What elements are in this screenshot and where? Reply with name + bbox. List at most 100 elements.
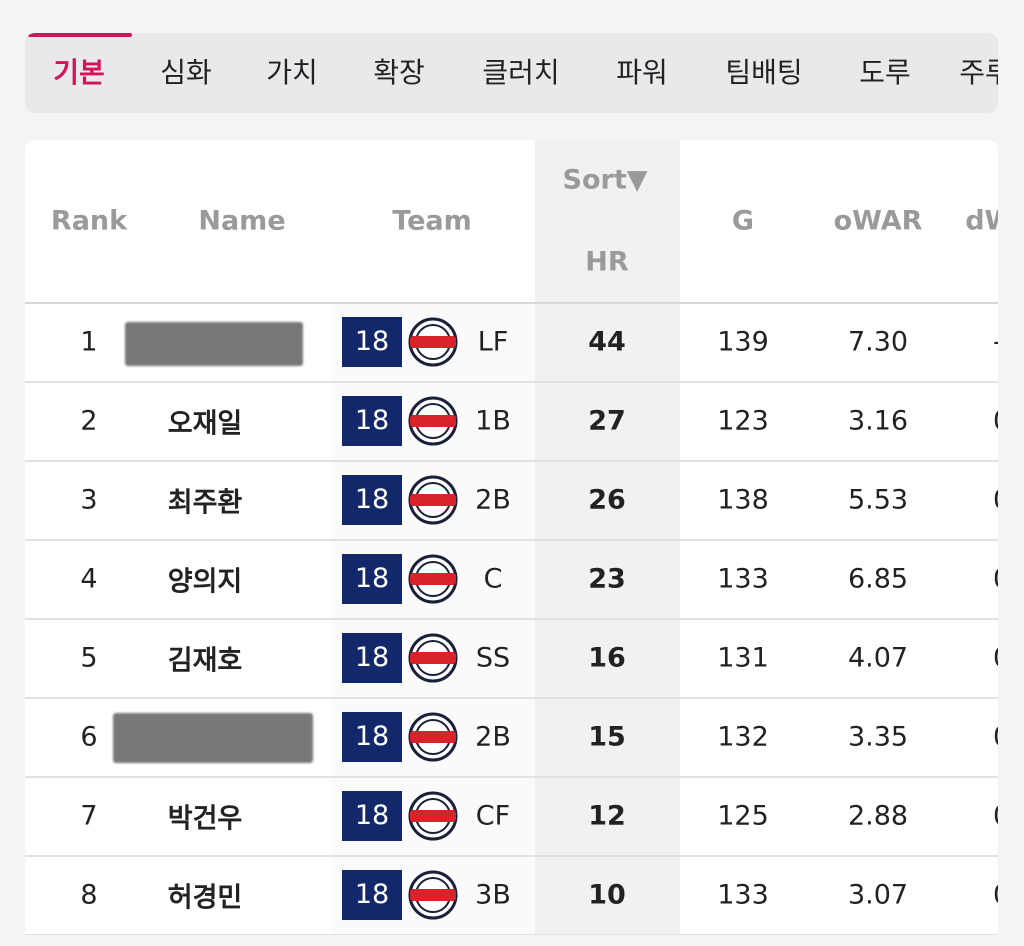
row-separator [25, 934, 998, 935]
table-row[interactable]: 8 허경민 18 3B 10 133 3.07 0 [25, 856, 998, 935]
games: 139 [717, 326, 769, 358]
header-rank: Rank [50, 205, 128, 237]
games: 123 [717, 405, 769, 437]
tab[interactable]: 기본 [53, 56, 105, 89]
owar: 6.85 [847, 563, 909, 595]
row-separator [25, 776, 998, 778]
row-separator [25, 381, 998, 383]
team-badge: 18 [342, 712, 402, 762]
position: 1B [475, 405, 511, 437]
owar: 2.88 [847, 800, 909, 832]
table-row[interactable]: 2 오재일 18 1B 27 123 3.16 0 [25, 382, 998, 461]
rank: 4 [80, 563, 98, 595]
player-name: 허경민 [167, 882, 243, 914]
redacted-name [113, 713, 313, 763]
home-runs: 15 [588, 721, 626, 753]
games: 125 [717, 800, 769, 832]
dwar: 0 [993, 880, 998, 911]
position: 2B [475, 721, 511, 753]
dwar: 0 [993, 801, 998, 832]
table-row[interactable]: 6 18 2B 15 132 3.35 0 [25, 698, 998, 777]
home-runs: 27 [588, 405, 626, 437]
tab[interactable]: 팀배팅 [725, 56, 803, 89]
team-badge: 18 [342, 870, 402, 920]
home-runs: 10 [588, 879, 626, 911]
games: 138 [717, 484, 769, 516]
table-row[interactable]: 5 김재호 18 SS 16 131 4.07 0 [25, 619, 998, 698]
team-badge: 18 [342, 475, 402, 525]
row-separator [25, 855, 998, 857]
owar: 3.16 [847, 405, 909, 437]
owar: 3.07 [847, 879, 909, 911]
table-row[interactable]: 7 박건우 18 CF 12 125 2.88 0 [25, 777, 998, 856]
owar: 7.30 [847, 326, 909, 358]
tab[interactable]: 확장 [373, 56, 425, 89]
dwar: 0 [993, 643, 998, 674]
rank: 6 [80, 721, 98, 753]
dwar: 0 [993, 485, 998, 516]
header-hr: HR [585, 246, 629, 278]
row-separator [25, 460, 998, 462]
player-name: 최주환 [167, 487, 243, 519]
table-row[interactable]: 4 양의지 18 C 23 133 6.85 0 [25, 540, 998, 619]
rank: 8 [80, 879, 98, 911]
tab[interactable]: 심화 [160, 56, 212, 89]
rank: 2 [80, 405, 98, 437]
header-sort[interactable]: Sort▼ [562, 164, 648, 196]
team-logo [408, 396, 458, 446]
team-badge: 18 [342, 317, 402, 367]
team-logo [408, 791, 458, 841]
team-logo [408, 633, 458, 683]
rank: 5 [80, 642, 98, 674]
table-row[interactable]: 3 최주환 18 2B 26 138 5.53 0 [25, 461, 998, 540]
redacted-name [125, 322, 303, 366]
team-logo [408, 870, 458, 920]
dwar: 0 [993, 564, 998, 595]
tab-bar: 기본 심화 가치 확장 클러치 파워 팀배팅 도루 주루 [25, 33, 998, 113]
position: SS [475, 642, 511, 674]
games: 131 [717, 642, 769, 674]
rank: 1 [80, 326, 98, 358]
tab[interactable]: 클러치 [482, 56, 560, 89]
team-badge: 18 [342, 633, 402, 683]
position: LF [477, 326, 509, 358]
games: 133 [717, 879, 769, 911]
tab[interactable]: 도루 [859, 56, 911, 89]
header-g: G [731, 205, 755, 237]
dwar: -0 [993, 327, 998, 358]
header-team: Team [392, 205, 472, 237]
owar: 4.07 [847, 642, 909, 674]
header-dwar: dWAR [965, 205, 998, 237]
player-name: 김재호 [167, 645, 243, 677]
player-name: 양의지 [167, 566, 243, 598]
sorted-column-bg [535, 140, 680, 935]
player-name: 오재일 [167, 408, 243, 440]
table-row[interactable]: 1 18 LF 44 139 7.30 -0 [25, 303, 998, 382]
player-name: 박건우 [167, 803, 243, 835]
home-runs: 12 [588, 800, 626, 832]
header-owar: oWAR [833, 205, 923, 237]
dwar: 0 [993, 406, 998, 437]
team-logo [408, 554, 458, 604]
owar: 3.35 [847, 721, 909, 753]
row-separator [25, 618, 998, 620]
home-runs: 16 [588, 642, 626, 674]
position: 3B [475, 879, 511, 911]
team-badge: 18 [342, 554, 402, 604]
home-runs: 23 [588, 563, 626, 595]
header-separator [25, 302, 998, 304]
tab[interactable]: 주루 [959, 56, 998, 89]
tab[interactable]: 가치 [266, 56, 318, 89]
team-badge: 18 [342, 791, 402, 841]
tab[interactable]: 파워 [616, 56, 668, 89]
team-badge: 18 [342, 396, 402, 446]
home-runs: 44 [588, 326, 626, 358]
owar: 5.53 [847, 484, 909, 516]
games: 133 [717, 563, 769, 595]
dwar: 0 [993, 722, 998, 753]
home-runs: 26 [588, 484, 626, 516]
team-logo [408, 475, 458, 525]
row-separator [25, 697, 998, 699]
